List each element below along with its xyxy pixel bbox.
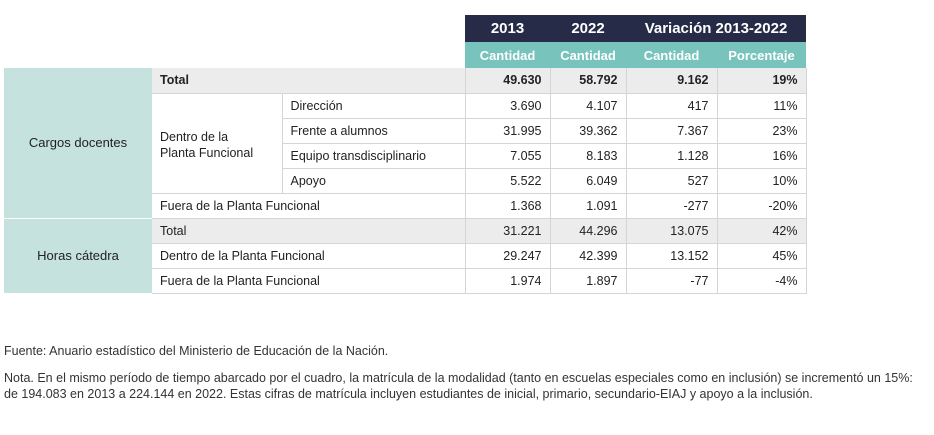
value-percentage: 23% — [716, 118, 807, 144]
value-percentage: -20% — [716, 193, 807, 219]
value-variation: 9.162 — [625, 68, 717, 94]
subheader-cantidad-2013: Cantidad — [465, 42, 550, 68]
value-percentage: 19% — [716, 68, 807, 94]
value-2022: 6.049 — [549, 168, 626, 194]
value-variation: 417 — [625, 93, 717, 119]
value-2013: 29.247 — [464, 243, 550, 269]
blank-header-cell — [4, 15, 465, 42]
row-label: Total — [152, 218, 465, 244]
value-2022: 42.399 — [549, 243, 626, 269]
value-percentage: 42% — [716, 218, 807, 244]
value-2022: 39.362 — [549, 118, 626, 144]
blank-subheader-cell — [4, 42, 465, 68]
value-2022: 1.091 — [549, 193, 626, 219]
value-variation: 1.128 — [625, 143, 717, 169]
value-2022: 4.107 — [549, 93, 626, 119]
subgroup-dentro-planta: Dentro de la Planta Funcional — [152, 93, 282, 194]
value-variation: 527 — [625, 168, 717, 194]
statistics-table: 2013 2022 Variación 2013-2022 Cantidad C… — [4, 15, 807, 294]
value-2013: 5.522 — [464, 168, 550, 194]
subheader-porcentaje: Porcentaje — [717, 42, 806, 68]
value-2013: 1.368 — [464, 193, 550, 219]
value-percentage: -4% — [716, 268, 807, 294]
value-percentage: 10% — [716, 168, 807, 194]
table-row: Dentro de la Planta Funcional 29.247 42.… — [4, 243, 807, 269]
table-row: Cargos docentes Total 49.630 58.792 9.16… — [4, 68, 807, 219]
value-2022: 1.897 — [549, 268, 626, 294]
value-2013: 31.995 — [464, 118, 550, 144]
source-note: Fuente: Anuario estadístico del Minister… — [4, 344, 389, 358]
table-row: Fuera de la Planta Funcional 1.974 1.897… — [4, 268, 807, 294]
value-variation: 7.367 — [625, 118, 717, 144]
subheader-cantidad-2022: Cantidad — [550, 42, 626, 68]
value-2013: 1.974 — [464, 268, 550, 294]
group-horas-catedra: Horas cátedra — [4, 218, 152, 294]
value-2022: 44.296 — [549, 218, 626, 244]
subheader-row: Cantidad Cantidad Cantidad Porcentaje — [4, 42, 806, 68]
row-label: Apoyo — [281, 168, 465, 194]
value-variation: -77 — [625, 268, 717, 294]
row-label: Fuera de la Planta Funcional — [152, 193, 465, 219]
row-label: Dirección — [281, 93, 465, 119]
header-2013: 2013 — [465, 15, 550, 42]
year-header-row: 2013 2022 Variación 2013-2022 — [4, 15, 806, 42]
table-row: Dentro de la Planta Funcional Dirección 3… — [4, 93, 807, 194]
value-2013: 7.055 — [464, 143, 550, 169]
value-2013: 49.630 — [464, 68, 550, 94]
table-row: Horas cátedra Total 31.221 44.296 13.075… — [4, 218, 807, 294]
value-percentage: 11% — [716, 93, 807, 119]
table-row: Apoyo 5.522 6.049 527 10% — [4, 168, 807, 194]
value-2013: 3.690 — [464, 93, 550, 119]
table-row: Fuera de la Planta Funcional 1.368 1.091… — [4, 193, 807, 219]
table-row: Equipo transdisciplinario 7.055 8.183 1.… — [4, 143, 807, 169]
row-label: Dentro de la Planta Funcional — [152, 243, 465, 269]
value-2022: 8.183 — [549, 143, 626, 169]
value-percentage: 16% — [716, 143, 807, 169]
subheader-cantidad-variation: Cantidad — [626, 42, 717, 68]
value-variation: -277 — [625, 193, 717, 219]
header-variation: Variación 2013-2022 — [626, 15, 806, 42]
row-label: Equipo transdisciplinario — [281, 143, 465, 169]
row-label: Frente a alumnos — [281, 118, 465, 144]
value-percentage: 45% — [716, 243, 807, 269]
value-2013: 31.221 — [464, 218, 550, 244]
row-label: Total — [152, 68, 465, 94]
footnote: Nota. En el mismo período de tiempo abar… — [4, 371, 913, 401]
value-2022: 58.792 — [549, 68, 626, 94]
header-2022: 2022 — [550, 15, 626, 42]
group-cargos-docentes: Cargos docentes — [4, 68, 152, 219]
value-variation: 13.075 — [625, 218, 717, 244]
table-row: Frente a alumnos 31.995 39.362 7.367 23% — [4, 118, 807, 144]
row-label: Fuera de la Planta Funcional — [152, 268, 465, 294]
value-variation: 13.152 — [625, 243, 717, 269]
